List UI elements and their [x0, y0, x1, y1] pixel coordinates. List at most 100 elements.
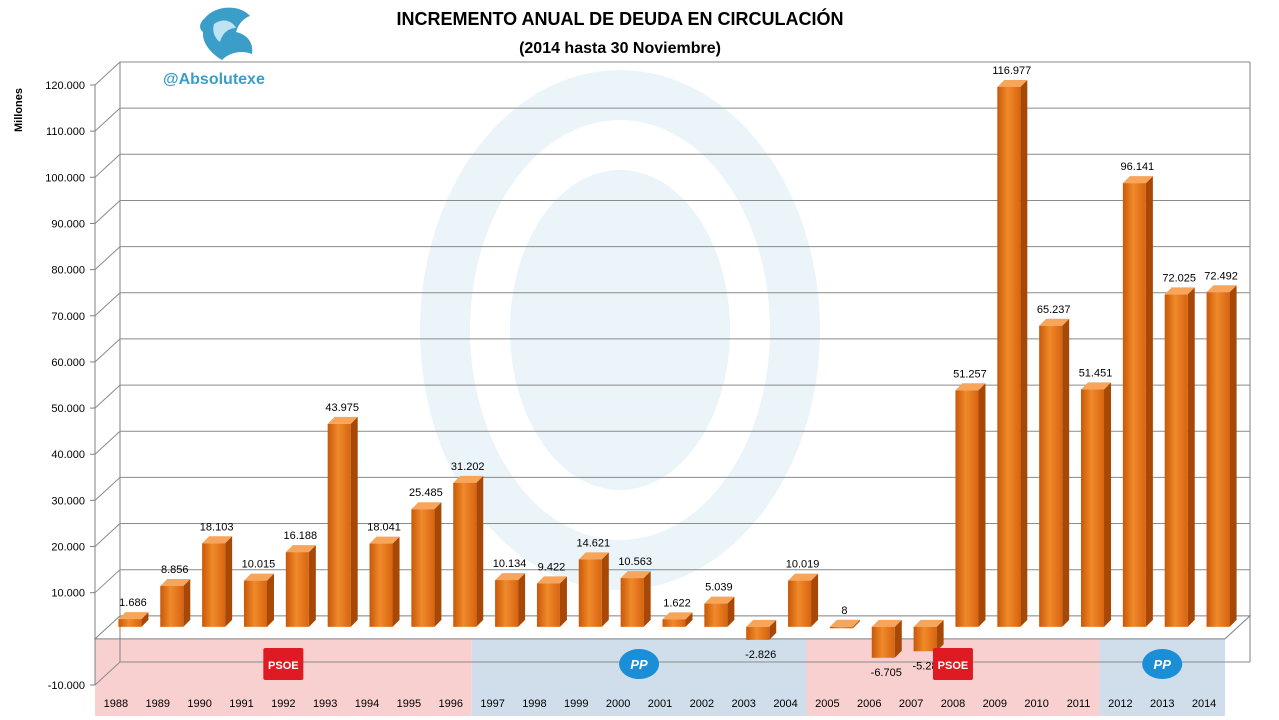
data-label-2012: 96.141	[1121, 161, 1155, 173]
y-tick-label: 110.000	[46, 126, 85, 138]
bar-1999	[578, 552, 609, 627]
data-label-1997: 10.134	[493, 558, 527, 570]
bar-2011	[1081, 382, 1112, 627]
bar-2002	[704, 596, 735, 627]
zero-baseline	[93, 615, 1252, 640]
data-label-2008: 51.257	[953, 368, 987, 380]
data-label-1999: 14.621	[576, 537, 610, 549]
x-tick-label-1997: 1997	[480, 698, 504, 710]
data-label-1995: 25.485	[409, 487, 443, 499]
data-label-1998: 9.422	[538, 561, 566, 573]
x-tick-label-2001: 2001	[648, 698, 672, 710]
x-tick-label-2002: 2002	[690, 698, 714, 710]
bar-2013	[1164, 287, 1195, 627]
y-tick-label: -10.000	[48, 680, 85, 692]
svg-text:PP: PP	[1154, 657, 1172, 672]
y-tick-label: 60.000	[51, 357, 85, 369]
bar-1998	[536, 576, 567, 627]
bar-1995	[411, 502, 442, 627]
x-tick-label-2005: 2005	[815, 698, 839, 710]
x-tick-label-1996: 1996	[438, 698, 462, 710]
x-tick-label-1998: 1998	[522, 698, 546, 710]
data-label-1991: 10.015	[242, 559, 276, 571]
gridline	[94, 661, 1250, 686]
gridline	[94, 199, 1250, 224]
data-label-1993: 43.975	[325, 402, 359, 414]
x-tick-label-1991: 1991	[229, 698, 253, 710]
y-tick-label: 40.000	[51, 449, 85, 461]
bar-1991	[243, 573, 274, 627]
data-label-1989: 8.856	[161, 564, 189, 576]
x-tick-label-1988: 1988	[104, 698, 128, 710]
gridline	[94, 430, 1250, 455]
y-tick-label: 70.000	[51, 311, 85, 323]
bar-1992	[285, 545, 316, 627]
bar-1993	[327, 416, 358, 627]
psoe-logo: PSOE	[263, 648, 304, 680]
bar-1989	[160, 578, 191, 627]
gridline	[94, 107, 1250, 132]
y-axis: -10.000 10.000 20.000 30.000 40.000 50.000 60.…	[45, 80, 95, 692]
data-label-1996: 31.202	[451, 461, 485, 473]
data-label-1992: 16.188	[284, 530, 318, 542]
gridline	[94, 153, 1250, 178]
y-tick-label: 10.000	[51, 588, 85, 600]
data-label-2000: 10.563	[618, 556, 652, 568]
data-label-2006: -6.705	[871, 667, 902, 679]
bar-2014	[1206, 285, 1237, 627]
y-tick-label: 30.000	[51, 495, 85, 507]
x-tick-label-2010: 2010	[1024, 698, 1048, 710]
bar-2009	[997, 79, 1028, 627]
bar-2006	[871, 619, 902, 658]
gridline	[94, 476, 1250, 501]
data-label-2004: 10.019	[786, 559, 820, 571]
x-tick-label-2006: 2006	[857, 698, 881, 710]
chart-subtitle: (2014 hasta 30 Noviembre)	[519, 40, 721, 57]
x-tick-label-1992: 1992	[271, 698, 295, 710]
party-logos: PSOE PP PSOE PP	[263, 648, 1183, 680]
chart-title: INCREMENTO ANUAL DE DEUDA EN CIRCULACIÓN	[396, 8, 843, 29]
data-label-2005: 8	[841, 605, 847, 617]
x-tick-label-2009: 2009	[983, 698, 1007, 710]
svg-text:PSOE: PSOE	[938, 660, 969, 672]
gridline	[94, 523, 1250, 547]
y-tick-label: 120.000	[45, 80, 85, 92]
data-labels: 1.686 8.856 18.103 10.015 16.188 43.975 18.041…	[119, 65, 1238, 679]
data-label-1988: 1.686	[119, 597, 147, 609]
pp-logo: PP	[1142, 649, 1183, 679]
brand-griffin-icon	[200, 7, 253, 60]
data-label-1990: 18.103	[200, 521, 234, 533]
x-tick-label-2013: 2013	[1150, 698, 1174, 710]
data-label-2010: 65.237	[1037, 304, 1071, 316]
x-tick-label-2000: 2000	[606, 698, 630, 710]
bar-2001	[662, 612, 693, 627]
data-label-1994: 18.041	[367, 522, 401, 534]
bar-1990	[202, 536, 233, 627]
y-tick-label: 50.000	[51, 403, 85, 415]
bar-2007	[913, 619, 944, 652]
gridline	[94, 246, 1250, 270]
x-tick-label-1989: 1989	[146, 698, 170, 710]
x-tick-label-1999: 1999	[564, 698, 588, 710]
gridlines	[93, 61, 1252, 686]
brand-handle: @Absolutexe	[163, 71, 265, 88]
data-label-2014: 72.492	[1204, 270, 1238, 282]
x-tick-label-2008: 2008	[941, 698, 965, 710]
bar-1994	[369, 536, 400, 627]
data-label-2003: -2.826	[745, 649, 776, 661]
y-axis-label: Millones	[13, 88, 25, 132]
x-tick-label-1995: 1995	[397, 698, 421, 710]
x-axis: 1988 1989 1990 1991 1992 1993 1994 1995 1996 1997…	[104, 698, 1217, 710]
gridline	[94, 569, 1250, 594]
gridline	[94, 384, 1250, 409]
x-tick-label-2007: 2007	[899, 698, 923, 710]
gridline	[94, 61, 1250, 86]
bar-2003	[746, 619, 777, 640]
pp-logo: PP	[619, 649, 660, 679]
svg-text:PP: PP	[630, 657, 648, 672]
svg-text:PSOE: PSOE	[268, 660, 299, 672]
bar-2008	[955, 383, 986, 627]
bar-2010	[1039, 318, 1070, 627]
y-tick-label: 80.000	[51, 265, 85, 277]
